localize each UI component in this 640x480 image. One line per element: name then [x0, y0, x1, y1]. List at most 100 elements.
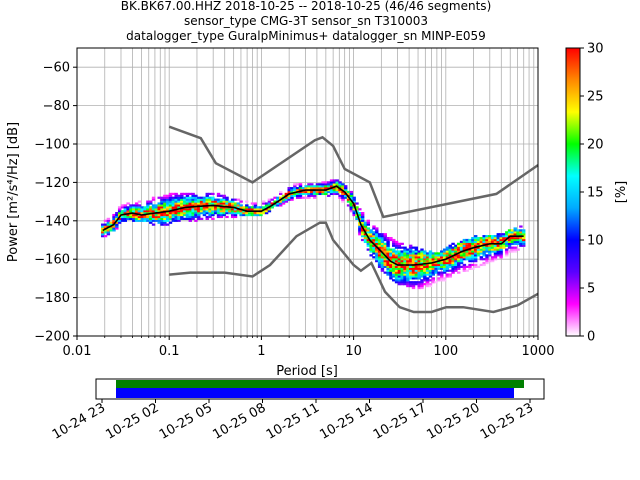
psd-density-cell: [473, 263, 478, 267]
psd-density-cell: [163, 223, 167, 226]
psd-density-cell: [191, 196, 195, 199]
psd-density-cell: [171, 196, 176, 199]
psd-density-cell: [242, 208, 246, 211]
psd-density-cell: [134, 213, 139, 217]
psd-density-cell: [250, 212, 255, 215]
psd-density-cell: [205, 196, 209, 199]
psd-density-cell: [262, 202, 266, 205]
psd-density-cell: [149, 208, 153, 211]
psd-density-cell: [188, 210, 192, 213]
psd-density-cell: [457, 263, 461, 267]
psd-density-cell: [197, 202, 201, 205]
psd-density-cell: [465, 240, 469, 244]
psd-density-cell: [338, 196, 342, 199]
psd-density-cell: [157, 217, 161, 220]
psd-density-cell: [304, 196, 308, 199]
psd-density-cell: [120, 210, 125, 213]
psd-density-cell: [445, 261, 450, 265]
psd-density-cell: [451, 261, 455, 265]
psd-density-cell: [202, 200, 207, 203]
psd-density-cell: [471, 263, 475, 267]
psd-density-cell: [168, 212, 173, 215]
psd-density-cell: [106, 231, 111, 234]
psd-density-cell: [411, 286, 416, 290]
psd-density-cell: [420, 261, 424, 265]
psd-density-cell: [442, 263, 447, 267]
psd-density-cell: [143, 217, 147, 220]
psd-density-cell: [519, 240, 523, 244]
psd-density-cell: [377, 263, 382, 267]
psd-density-cell: [406, 277, 410, 280]
colorbar-tick-label: 30: [587, 42, 604, 57]
psd-density-cell: [344, 185, 348, 188]
psd-density-cell: [335, 187, 339, 190]
psd-density-cell: [375, 250, 379, 253]
psd-density-cell: [389, 261, 393, 265]
psd-density-cell: [307, 196, 311, 199]
psd-density-cell: [476, 246, 481, 249]
psd-density-cell: [499, 256, 503, 259]
psd-density-cell: [324, 185, 328, 188]
psd-density-cell: [522, 229, 526, 232]
psd-density-cell: [392, 273, 396, 276]
psd-density-cell: [485, 244, 489, 247]
psd-density-cell: [522, 236, 526, 240]
psd-density-cell: [462, 246, 467, 249]
psd-density-cell: [163, 206, 167, 209]
psd-density-cell: [482, 252, 486, 255]
psd-density-cell: [295, 194, 300, 197]
psd-density-cell: [117, 208, 122, 211]
psd-density-cell: [377, 246, 382, 249]
psd-density-cell: [106, 219, 111, 222]
psd-density-cell: [100, 223, 105, 226]
psd-density-cell: [194, 208, 198, 211]
psd-density-cell: [284, 198, 289, 201]
psd-density-cell: [115, 212, 119, 215]
psd-density-cell: [459, 254, 464, 257]
psd-density-cell: [383, 252, 387, 255]
psd-density-cell: [457, 267, 461, 270]
psd-density-cell: [174, 213, 178, 217]
psd-density-cell: [177, 194, 181, 197]
psd-density-cell: [273, 196, 277, 199]
psd-density-cell: [425, 267, 430, 270]
psd-density-cell: [423, 250, 427, 253]
y-axis-ticks: −60−80−100−120−140−160−180−200: [34, 61, 77, 345]
psd-density-cell: [377, 260, 382, 263]
psd-density-cell: [414, 258, 419, 261]
psd-density-cell: [214, 200, 218, 203]
psd-density-cell: [165, 200, 170, 203]
psd-density-cell: [149, 210, 153, 213]
psd-density-cell: [431, 256, 436, 259]
psd-density-cell: [346, 200, 351, 203]
psd-density-cell: [434, 267, 438, 270]
psd-density-cell: [318, 192, 322, 196]
psd-density-cell: [163, 215, 167, 219]
psd-density-cell: [182, 212, 187, 215]
psd-density-cell: [112, 225, 116, 228]
psd-density-cell: [264, 204, 269, 207]
psd-density-cell: [168, 202, 173, 205]
psd-density-cell: [137, 208, 142, 211]
psd-density-cell: [406, 267, 410, 270]
psd-density-cell: [123, 215, 128, 219]
psd-density-cell: [245, 212, 249, 215]
psd-density-cell: [146, 212, 150, 215]
psd-density-cell: [355, 215, 359, 219]
psd-density-cell: [507, 242, 512, 245]
psd-density-cell: [389, 252, 393, 255]
psd-density-cell: [488, 240, 492, 244]
psd-density-cell: [496, 238, 500, 242]
psd-density-cell: [411, 283, 416, 286]
psd-density-cell: [115, 217, 119, 220]
psd-density-cell: [519, 233, 523, 236]
psd-density-cell: [445, 254, 450, 257]
psd-density-cell: [211, 198, 215, 201]
psd-density-cell: [394, 271, 399, 274]
psd-density-cell: [414, 277, 419, 280]
psd-density-cell: [428, 267, 433, 270]
psd-density-cell: [188, 219, 192, 222]
psd-density-cell: [222, 198, 226, 201]
psd-density-cell: [403, 279, 407, 282]
psd-density-cell: [182, 204, 187, 207]
